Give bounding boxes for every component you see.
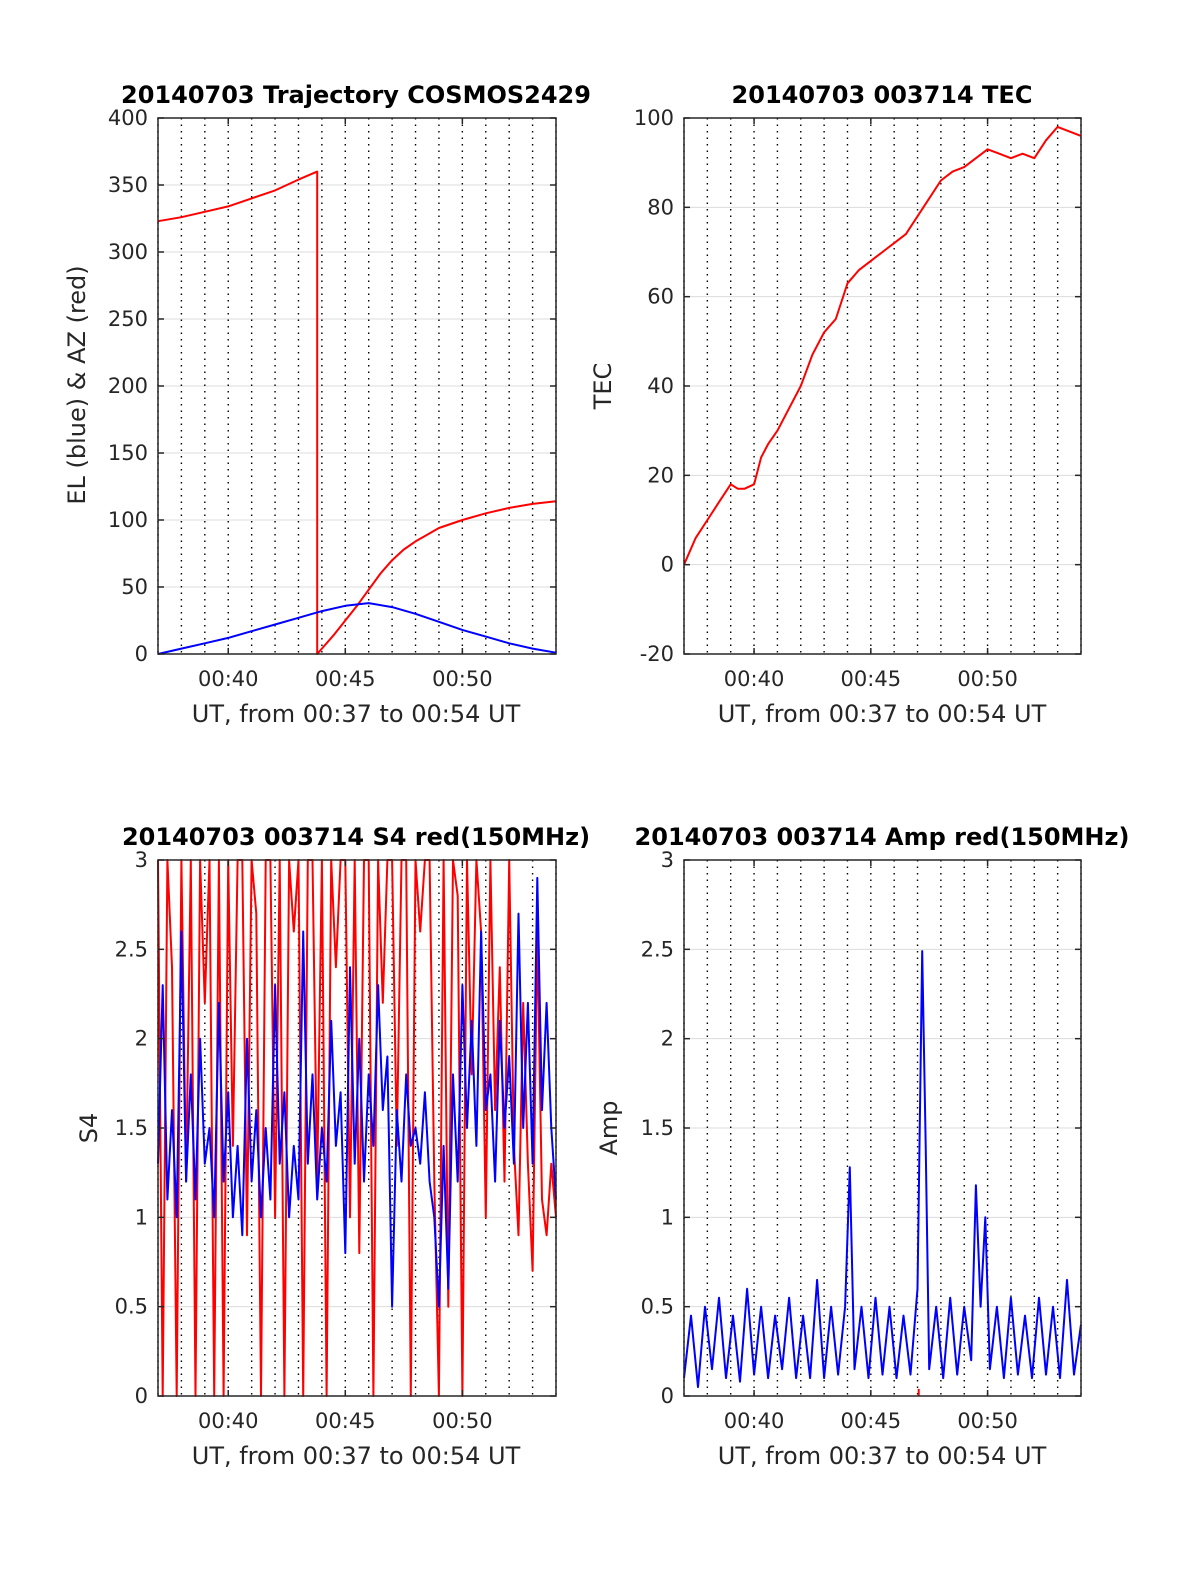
ytick-label: 100 bbox=[108, 508, 148, 532]
series-line-0 bbox=[683, 125, 1082, 566]
xtick-label: 00:40 bbox=[724, 667, 785, 691]
ytick-label: 300 bbox=[108, 240, 148, 264]
xtick-label: 00:50 bbox=[957, 1409, 1018, 1433]
ytick-label: 0.5 bbox=[641, 1295, 674, 1319]
s4-ylabel: S4 bbox=[75, 1113, 103, 1144]
xtick-label: 00:45 bbox=[841, 667, 902, 691]
ytick-label: 0 bbox=[135, 642, 148, 666]
trajectory-ylabel: EL (blue) & AZ (red) bbox=[63, 265, 91, 504]
xtick-label: 00:50 bbox=[957, 667, 1018, 691]
ytick-label: 400 bbox=[108, 106, 148, 130]
xtick-label: 00:40 bbox=[198, 667, 259, 691]
tec-xlabel: UT, from 00:37 to 00:54 UT bbox=[718, 700, 1047, 728]
ytick-label: 20 bbox=[647, 463, 674, 487]
xtick-label: 00:40 bbox=[198, 1409, 259, 1433]
ytick-label: 60 bbox=[647, 285, 674, 309]
ytick-label: 2 bbox=[661, 1027, 674, 1051]
amp-axes: 0 0.5 1 1.5 2 2.5 3 00:40 00:45 00:50 bbox=[641, 848, 1082, 1433]
tec-panel: 20140703 003714 TEC UT, from 00:37 to 00… bbox=[589, 81, 1082, 728]
ytick-label: 250 bbox=[108, 307, 148, 331]
series-line-0 bbox=[157, 170, 557, 655]
ytick-label: 40 bbox=[647, 374, 674, 398]
ytick-label: 50 bbox=[121, 575, 148, 599]
ytick-label: -20 bbox=[640, 642, 674, 666]
ytick-label: 1.5 bbox=[115, 1116, 148, 1140]
series-line-1 bbox=[157, 876, 557, 1308]
ytick-label: 200 bbox=[108, 374, 148, 398]
xtick-label: 00:50 bbox=[432, 1409, 493, 1433]
ytick-label: 1 bbox=[661, 1205, 674, 1229]
xtick-label: 00:45 bbox=[841, 1409, 902, 1433]
series-line-1 bbox=[157, 602, 557, 655]
tec-title: 20140703 003714 TEC bbox=[732, 81, 1033, 109]
ytick-label: 2.5 bbox=[641, 937, 674, 961]
ytick-label: 150 bbox=[108, 441, 148, 465]
ytick-label: 0.5 bbox=[115, 1295, 148, 1319]
trajectory-xlabel: UT, from 00:37 to 00:54 UT bbox=[192, 700, 521, 728]
ytick-label: 0 bbox=[135, 1384, 148, 1408]
ytick-label: 80 bbox=[647, 195, 674, 219]
trajectory-panel: 20140703 Trajectory COSMOS2429 UT, from … bbox=[63, 81, 591, 728]
ytick-label: 350 bbox=[108, 173, 148, 197]
ytick-label: 0 bbox=[661, 1384, 674, 1408]
amp-xlabel: UT, from 00:37 to 00:54 UT bbox=[718, 1442, 1047, 1470]
series-line-0 bbox=[683, 950, 1082, 1389]
tec-axes: -20 0 20 40 60 80 100 00:40 00:45 00:50 bbox=[634, 106, 1082, 691]
ytick-label: 1 bbox=[135, 1205, 148, 1229]
s4-axes: 0 0.5 1 1.5 2 2.5 3 00:40 00:45 00:50 bbox=[115, 848, 557, 1433]
ytick-label: 3 bbox=[661, 848, 674, 872]
amp-panel: 20140703 003714 Amp red(150MHz) UT, from… bbox=[595, 823, 1129, 1470]
series-line-0 bbox=[157, 859, 557, 1397]
ytick-label: 1.5 bbox=[641, 1116, 674, 1140]
ytick-label: 0 bbox=[661, 553, 674, 577]
xtick-label: 00:45 bbox=[315, 1409, 376, 1433]
tec-ylabel: TEC bbox=[589, 363, 617, 411]
ytick-label: 2.5 bbox=[115, 937, 148, 961]
s4-title: 20140703 003714 S4 red(150MHz) bbox=[122, 823, 590, 851]
s4-xlabel: UT, from 00:37 to 00:54 UT bbox=[192, 1442, 521, 1470]
s4-panel: 20140703 003714 S4 red(150MHz) UT, from … bbox=[75, 823, 590, 1470]
trajectory-title: 20140703 Trajectory COSMOS2429 bbox=[121, 81, 591, 109]
xtick-label: 00:40 bbox=[724, 1409, 785, 1433]
trajectory-axes: 0 50 100 150 200 250 300 350 400 00:40 00:45 00:50 bbox=[108, 106, 557, 691]
ytick-label: 100 bbox=[634, 106, 674, 130]
xtick-label: 00:50 bbox=[432, 667, 493, 691]
xtick-label: 00:45 bbox=[315, 667, 376, 691]
ytick-label: 3 bbox=[135, 848, 148, 872]
amp-title: 20140703 003714 Amp red(150MHz) bbox=[635, 823, 1130, 851]
amp-ylabel: Amp bbox=[595, 1100, 623, 1155]
ytick-label: 2 bbox=[135, 1027, 148, 1051]
